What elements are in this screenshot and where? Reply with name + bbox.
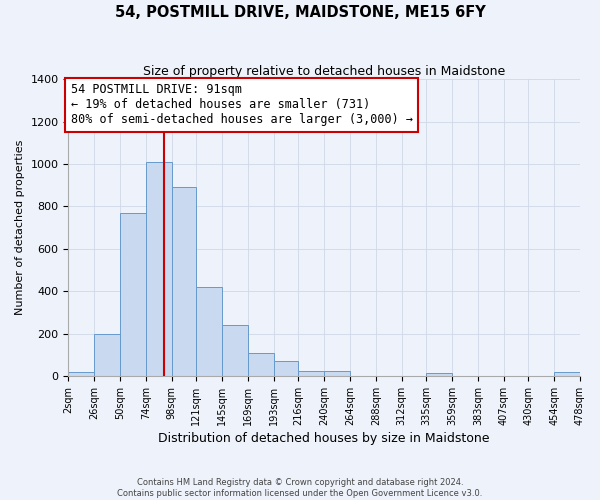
Bar [120,213,146,376]
Text: 54, POSTMILL DRIVE, MAIDSTONE, ME15 6FY: 54, POSTMILL DRIVE, MAIDSTONE, ME15 6FY [115,5,485,20]
Bar [298,371,324,376]
Text: Contains HM Land Registry data © Crown copyright and database right 2024.
Contai: Contains HM Land Registry data © Crown c… [118,478,482,498]
Bar [172,188,196,376]
Bar [324,371,350,376]
Title: Size of property relative to detached houses in Maidstone: Size of property relative to detached ho… [143,65,505,78]
Bar [274,361,298,376]
Bar [68,372,94,376]
Bar [222,325,248,376]
Text: 54 POSTMILL DRIVE: 91sqm
← 19% of detached houses are smaller (731)
80% of semi-: 54 POSTMILL DRIVE: 91sqm ← 19% of detach… [71,84,413,126]
X-axis label: Distribution of detached houses by size in Maidstone: Distribution of detached houses by size … [158,432,490,445]
Bar [248,353,274,376]
Bar [94,334,120,376]
Y-axis label: Number of detached properties: Number of detached properties [15,140,25,316]
Bar [196,287,222,376]
Bar [554,372,580,376]
Bar [427,373,452,376]
Bar [146,162,172,376]
